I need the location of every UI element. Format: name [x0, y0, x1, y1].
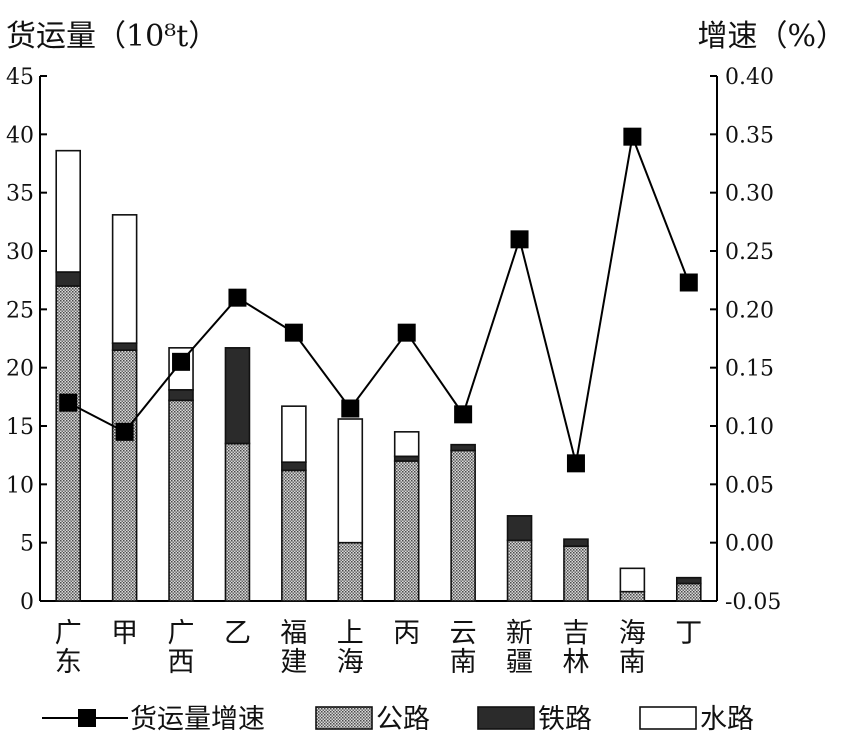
growth-point	[454, 405, 473, 424]
growth-point	[172, 352, 191, 371]
rail-bar	[281, 461, 307, 472]
x-tick-label: 海	[337, 647, 364, 678]
x-tick-label: 东	[55, 647, 82, 678]
legend-label-rail: 铁路	[538, 704, 592, 735]
bars	[55, 149, 702, 602]
rail-bar	[224, 347, 251, 445]
road-bar	[224, 442, 251, 602]
left-tick-label: 25	[6, 298, 34, 323]
left-tick-label: 35	[6, 182, 34, 207]
axes: 0 5 10 15 20 25 30 35 40 45 -0.05 0.00 0.05 0.10 0.15 0…	[6, 65, 781, 615]
right-tick-label: 0.05	[725, 473, 774, 498]
growth-point	[115, 422, 134, 441]
road-bar	[337, 541, 364, 602]
rail-bar	[168, 389, 194, 402]
x-tick-label: 海	[619, 618, 646, 649]
x-tick-label: 广	[55, 618, 82, 649]
growth-point	[341, 399, 360, 418]
x-tick-label: 建	[280, 647, 307, 678]
left-tick-label: 30	[6, 240, 34, 265]
x-tick-label: 南	[450, 647, 477, 678]
legend-label-road: 公路	[376, 704, 430, 735]
x-tick-label: 乙	[224, 618, 251, 649]
right-tick-label: 0.25	[725, 240, 774, 265]
legend: 货运量增速 公路 铁路 水路	[42, 704, 754, 735]
right-tick-label: 0.15	[725, 357, 774, 382]
x-tick-label: 丁	[675, 618, 702, 649]
legend-swatch-road	[315, 706, 373, 730]
road-bar	[563, 545, 589, 602]
road-bar	[675, 582, 702, 602]
rail-bar	[563, 538, 589, 547]
road-bar	[393, 460, 420, 602]
road-bar	[168, 399, 194, 602]
growth-point	[623, 127, 642, 146]
x-tick-label: 云	[450, 618, 477, 649]
growth-point	[510, 230, 529, 249]
growth-point	[397, 323, 416, 342]
right-tick-label: 0.20	[725, 298, 774, 323]
left-tick-label: 45	[6, 65, 34, 90]
road-bar	[619, 590, 646, 602]
x-tick-label: 广	[168, 618, 195, 649]
right-axis-title: 增速（%）	[697, 19, 846, 54]
x-tick-label: 新	[506, 618, 533, 649]
rail-bar	[55, 271, 82, 287]
x-tick-label: 疆	[506, 647, 533, 678]
growth-point	[284, 323, 303, 342]
growth-point	[59, 393, 78, 412]
left-axis-title: 货运量（10⁸t）	[6, 19, 218, 54]
x-tick-label: 福	[280, 618, 307, 649]
legend-swatch-rail	[477, 706, 535, 730]
left-tick-label: 40	[6, 123, 34, 148]
x-tick-label: 西	[168, 647, 195, 678]
right-tick-label: 0.35	[725, 123, 774, 148]
road-bar	[55, 285, 82, 602]
right-tick-label: -0.05	[725, 590, 781, 615]
growth-polyline	[67, 132, 690, 464]
water-bar	[337, 418, 364, 544]
road-bar	[506, 539, 533, 602]
water-bar	[393, 431, 420, 458]
legend-label-water: 水路	[700, 704, 754, 735]
left-tick-label: 5	[20, 532, 34, 557]
growth-line	[59, 127, 698, 473]
growth-point	[228, 288, 247, 307]
water-bar	[619, 567, 646, 593]
water-bar	[111, 214, 138, 344]
x-tick-label: 吉	[562, 618, 589, 649]
water-bar	[281, 405, 307, 463]
right-tick-label: 0.10	[725, 415, 774, 440]
growth-point	[679, 273, 698, 292]
legend-swatch-water	[639, 706, 697, 730]
left-tick-label: 0	[20, 590, 34, 615]
growth-point	[566, 454, 585, 473]
x-tick-label: 丙	[393, 618, 420, 649]
right-tick-label: 0.40	[725, 65, 774, 90]
rail-bar	[450, 443, 476, 452]
left-tick-label: 15	[6, 415, 34, 440]
x-tick-label: 甲	[111, 618, 138, 649]
right-tick-label: 0.00	[725, 532, 774, 557]
right-tick-label: 0.30	[725, 182, 774, 207]
x-tick-label: 林	[562, 647, 589, 678]
rail-bar	[675, 576, 702, 585]
rail-bar	[111, 342, 138, 351]
road-bar	[111, 349, 138, 602]
water-bar	[55, 149, 82, 273]
x-tick-label: 南	[619, 647, 646, 678]
rail-bar	[506, 515, 533, 542]
road-bar	[281, 469, 307, 602]
road-bar	[450, 449, 476, 602]
left-tick-label: 20	[6, 357, 34, 382]
x-tick-label: 上	[337, 618, 364, 649]
legend-line-marker	[78, 709, 96, 727]
left-tick-label: 10	[6, 473, 34, 498]
legend-label-growth: 货运量增速	[130, 704, 265, 735]
